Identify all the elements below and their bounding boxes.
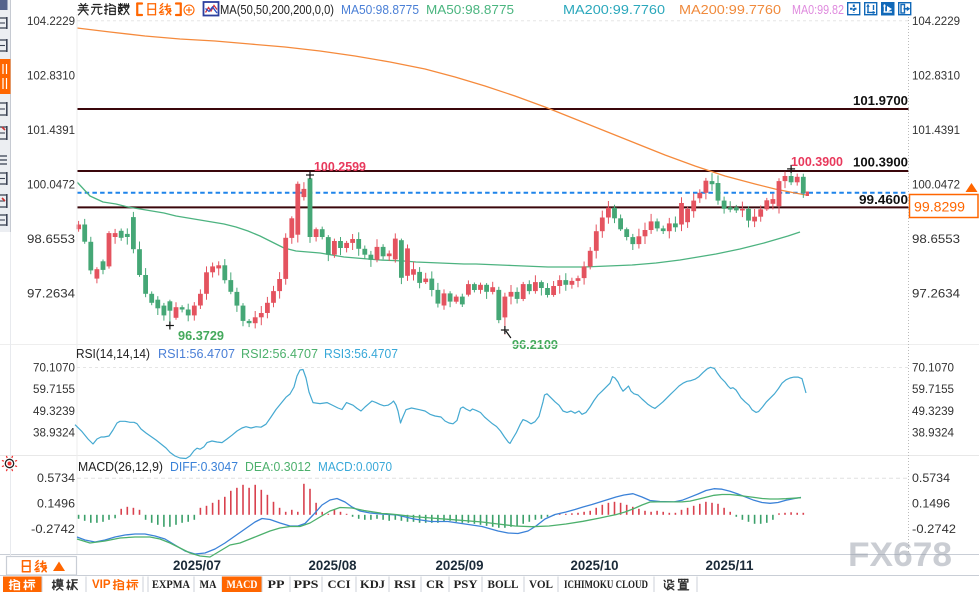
svg-text:2025/08: 2025/08 — [309, 558, 357, 573]
svg-text:0.1496: 0.1496 — [37, 497, 75, 511]
svg-text:MA200:99.7760: MA200:99.7760 — [563, 2, 665, 17]
svg-text:98.6553: 98.6553 — [27, 232, 75, 246]
svg-text:100.0472: 100.0472 — [912, 177, 960, 191]
svg-text:RSI3:56.4707: RSI3:56.4707 — [324, 347, 398, 361]
svg-text:97.2634: 97.2634 — [912, 286, 960, 300]
svg-text:MA: MA — [200, 577, 217, 591]
svg-text:38.9324: 38.9324 — [33, 426, 75, 440]
svg-text:PP: PP — [268, 577, 285, 591]
svg-text:RSI(14,14,14): RSI(14,14,14) — [76, 347, 150, 361]
svg-text:100.0472: 100.0472 — [27, 177, 75, 191]
svg-text:ICHIMOKU CLOUD: ICHIMOKU CLOUD — [564, 577, 648, 591]
svg-text:EXPMA: EXPMA — [152, 577, 190, 591]
svg-text:RSI1:56.4707: RSI1:56.4707 — [158, 347, 235, 361]
svg-text:RSI2:56.4707: RSI2:56.4707 — [241, 347, 318, 361]
svg-text:PSY: PSY — [454, 577, 478, 591]
svg-text:MA0:99.82: MA0:99.82 — [792, 2, 844, 17]
svg-text:VOL: VOL — [529, 577, 553, 591]
svg-text:99.8299: 99.8299 — [914, 200, 965, 215]
svg-text:99.4600: 99.4600 — [859, 193, 908, 207]
svg-text:FX678: FX678 — [848, 536, 952, 574]
svg-text:59.7155: 59.7155 — [33, 382, 75, 396]
svg-text:2025/10: 2025/10 — [571, 558, 619, 573]
svg-text:MACD:0.0070: MACD:0.0070 — [318, 460, 392, 474]
svg-text:104.2229: 104.2229 — [912, 14, 960, 28]
svg-text:38.9324: 38.9324 — [912, 426, 954, 440]
svg-text:MA50:98.8775: MA50:98.8775 — [341, 2, 419, 17]
svg-text:70.1070: 70.1070 — [33, 361, 75, 375]
svg-text:DEA:0.3012: DEA:0.3012 — [245, 460, 311, 474]
svg-text:MA(50,50,200,200,0,0): MA(50,50,200,200,0,0) — [220, 2, 334, 17]
svg-text:RSI: RSI — [394, 577, 416, 591]
svg-text:0.1496: 0.1496 — [912, 497, 950, 511]
svg-text:96.3729: 96.3729 — [178, 329, 224, 343]
svg-text:98.6553: 98.6553 — [912, 232, 960, 246]
svg-text:101.4391: 101.4391 — [27, 123, 75, 137]
svg-text:CR: CR — [426, 577, 444, 591]
svg-text:100.3900: 100.3900 — [853, 156, 908, 170]
svg-text:2025/07: 2025/07 — [173, 558, 221, 573]
svg-text:0.5734: 0.5734 — [37, 471, 75, 485]
svg-text:101.9700: 101.9700 — [853, 94, 908, 108]
svg-text:-0.2742: -0.2742 — [912, 522, 956, 536]
svg-text:49.3239: 49.3239 — [33, 404, 75, 418]
svg-text:100.2599: 100.2599 — [314, 160, 366, 174]
svg-text:101.4391: 101.4391 — [912, 123, 960, 137]
svg-text:49.3239: 49.3239 — [912, 404, 954, 418]
svg-text:CCI: CCI — [328, 577, 351, 591]
svg-text:102.8310: 102.8310 — [912, 68, 960, 82]
svg-text:DIFF:0.3047: DIFF:0.3047 — [170, 460, 238, 474]
svg-text:MACD: MACD — [227, 577, 258, 591]
svg-text:MACD(26,12,9): MACD(26,12,9) — [78, 460, 163, 474]
svg-text:2025/11: 2025/11 — [706, 558, 754, 573]
svg-text:-0.2742: -0.2742 — [31, 522, 75, 536]
svg-text:KDJ: KDJ — [360, 577, 385, 591]
svg-text:BOLL: BOLL — [488, 577, 519, 591]
svg-text:0.5734: 0.5734 — [912, 471, 950, 485]
svg-text:PPS: PPS — [294, 577, 319, 591]
svg-text:102.8310: 102.8310 — [27, 68, 75, 82]
svg-text:104.2229: 104.2229 — [27, 14, 75, 28]
svg-text:MA200:99.7760: MA200:99.7760 — [679, 2, 781, 17]
svg-text:2025/09: 2025/09 — [436, 558, 484, 573]
svg-text:70.1070: 70.1070 — [912, 361, 954, 375]
svg-text:100.3900: 100.3900 — [791, 155, 843, 169]
svg-text:59.7155: 59.7155 — [912, 382, 954, 396]
svg-text:97.2634: 97.2634 — [27, 286, 75, 300]
svg-text:VIP: VIP — [92, 579, 111, 591]
svg-text:MA50:98.8775: MA50:98.8775 — [426, 2, 514, 17]
